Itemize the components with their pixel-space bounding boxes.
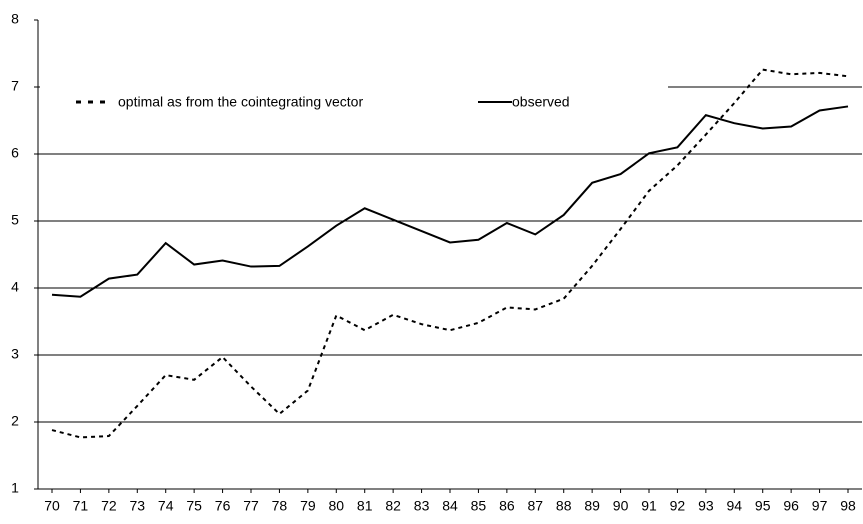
x-tick-label: 93 bbox=[698, 498, 714, 514]
x-tick-label: 82 bbox=[385, 498, 401, 514]
x-tick-label: 96 bbox=[783, 498, 799, 514]
x-tick-label: 71 bbox=[73, 498, 89, 514]
legend-label: optimal as from the cointegrating vector bbox=[118, 94, 363, 110]
x-tick-label: 94 bbox=[726, 498, 742, 514]
y-tick-label: 1 bbox=[11, 480, 19, 496]
y-tick-label: 8 bbox=[11, 11, 19, 27]
x-tick-label: 72 bbox=[101, 498, 117, 514]
x-tick-label: 98 bbox=[840, 498, 856, 514]
x-tick-label: 80 bbox=[328, 498, 344, 514]
x-tick-label: 92 bbox=[670, 498, 686, 514]
x-tick-label: 91 bbox=[641, 498, 657, 514]
x-tick-label: 70 bbox=[44, 498, 60, 514]
x-tick-label: 78 bbox=[272, 498, 288, 514]
x-tick-label: 79 bbox=[300, 498, 316, 514]
x-tick-label: 75 bbox=[186, 498, 202, 514]
x-tick-label: 85 bbox=[471, 498, 487, 514]
series-line bbox=[51, 105, 849, 298]
legend-box bbox=[40, 72, 668, 122]
x-tick-label: 81 bbox=[357, 498, 373, 514]
x-tick-label: 87 bbox=[527, 498, 543, 514]
x-tick-label: 88 bbox=[556, 498, 572, 514]
x-tick-label: 89 bbox=[584, 498, 600, 514]
x-tick-label: 90 bbox=[613, 498, 629, 514]
y-tick-label: 5 bbox=[11, 212, 19, 228]
x-tick-label: 77 bbox=[243, 498, 259, 514]
x-tick-label: 83 bbox=[414, 498, 430, 514]
series-line bbox=[51, 68, 849, 439]
x-tick-label: 73 bbox=[129, 498, 145, 514]
x-tick-label: 74 bbox=[158, 498, 174, 514]
y-tick-label: 2 bbox=[11, 413, 19, 429]
x-tick-label: 76 bbox=[215, 498, 231, 514]
x-tick-label: 95 bbox=[755, 498, 771, 514]
x-tick-label: 86 bbox=[499, 498, 515, 514]
y-tick-label: 7 bbox=[11, 78, 19, 94]
y-tick-label: 4 bbox=[11, 279, 19, 295]
x-tick-label: 97 bbox=[812, 498, 828, 514]
x-tick-label: 84 bbox=[442, 498, 458, 514]
legend-label: observed bbox=[512, 94, 570, 110]
y-tick-label: 6 bbox=[11, 145, 19, 161]
y-tick-label: 3 bbox=[11, 346, 19, 362]
